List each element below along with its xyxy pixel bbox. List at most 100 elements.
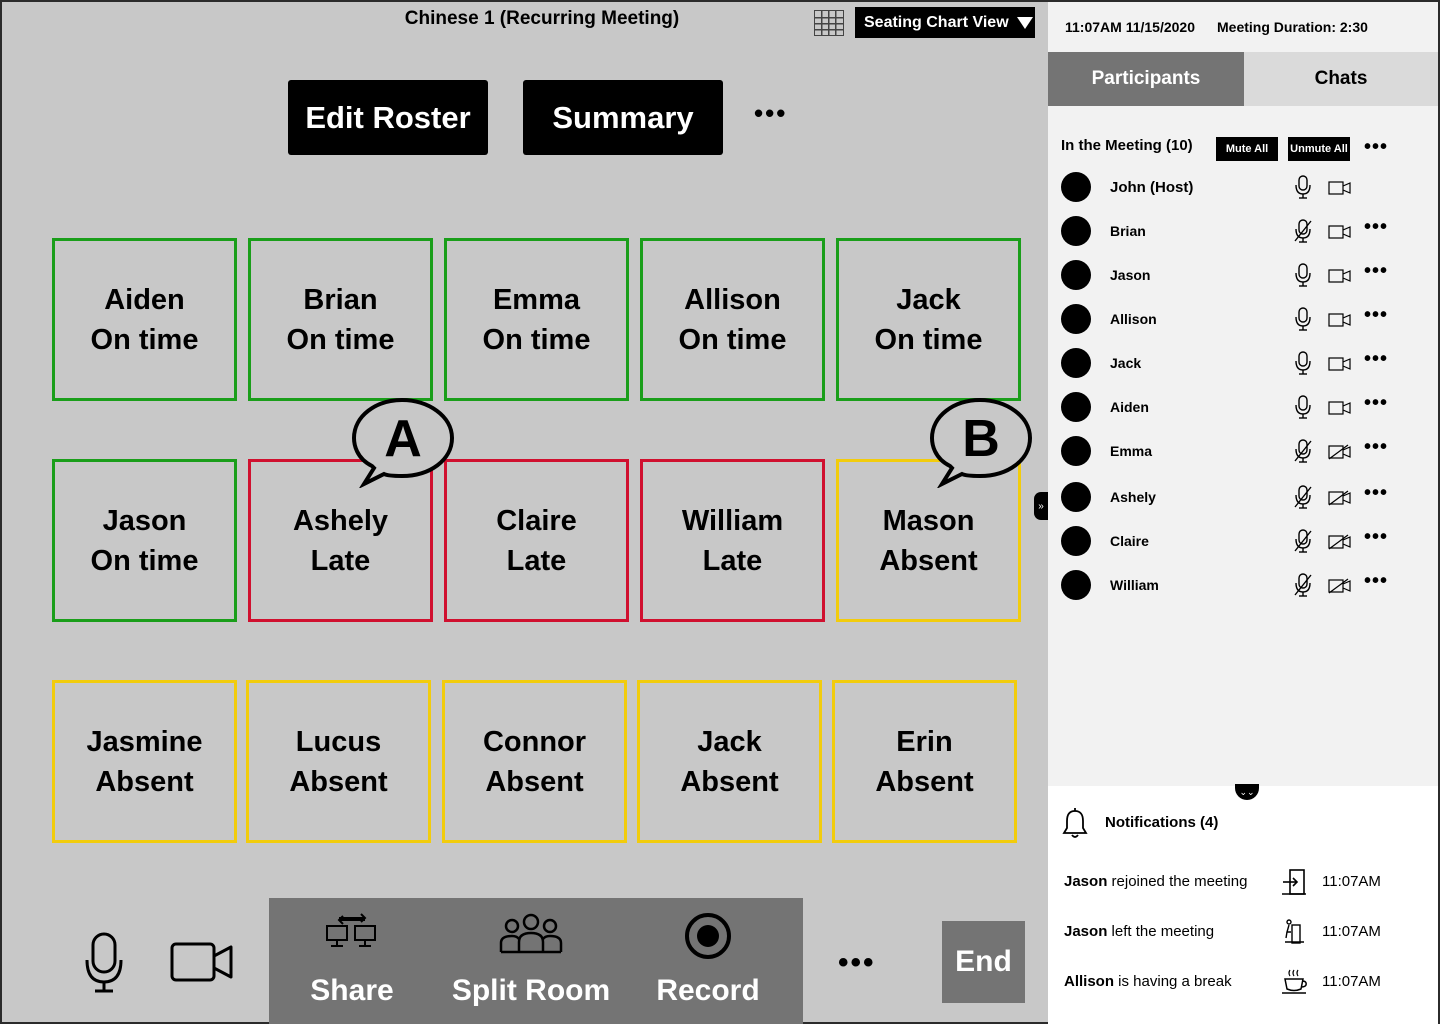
record-button[interactable]: Record [627, 898, 789, 1024]
summary-button[interactable]: Summary [523, 80, 723, 155]
camera-icon[interactable] [1328, 180, 1352, 196]
participant-row[interactable]: Jack ••• [1048, 344, 1438, 384]
seat-attendance-status: On time [874, 323, 983, 356]
seat-card[interactable]: Brian On time [248, 238, 433, 401]
participant-row[interactable]: Emma ••• [1048, 432, 1438, 472]
tab-participants[interactable]: Participants [1048, 52, 1244, 106]
seat-student-name: Allison [684, 283, 781, 316]
seat-card[interactable]: Emma On time [444, 238, 629, 401]
mic-muted-icon[interactable] [1294, 485, 1312, 509]
seat-card[interactable]: Allison On time [640, 238, 825, 401]
participant-row[interactable]: Brian ••• [1048, 212, 1438, 252]
caret-down-icon [1016, 16, 1033, 29]
mute-all-button[interactable]: Mute All [1216, 137, 1278, 161]
seat-card[interactable]: Ashely Late [248, 459, 433, 622]
mic-icon[interactable] [1294, 263, 1312, 287]
participant-name: Allison [1110, 311, 1157, 327]
seat-card[interactable]: Aiden On time [52, 238, 237, 401]
participant-row[interactable]: Jason ••• [1048, 256, 1438, 296]
group-people-icon [499, 913, 563, 954]
participant-row[interactable]: Aiden ••• [1048, 388, 1438, 428]
collapse-sidebar-button[interactable]: » [1034, 492, 1048, 520]
calendar-grid-icon[interactable] [814, 10, 844, 36]
seat-student-name: Brian [303, 283, 378, 316]
camera-icon[interactable] [1328, 400, 1352, 416]
participant-more-button[interactable]: ••• [1364, 216, 1389, 238]
edit-roster-button[interactable]: Edit Roster [288, 80, 488, 155]
participant-more-button[interactable]: ••• [1364, 260, 1389, 282]
mic-muted-icon[interactable] [1294, 529, 1312, 553]
participants-panel: In the Meeting (10) Mute All Unmute All … [1048, 106, 1438, 786]
mic-muted-icon[interactable] [1294, 573, 1312, 597]
seat-attendance-status: On time [482, 323, 591, 356]
seat-student-name: Jason [102, 504, 187, 537]
participant-name: Aiden [1110, 399, 1149, 415]
participant-row[interactable]: Ashely ••• [1048, 478, 1438, 518]
notification-who: Allison [1064, 973, 1115, 990]
seat-attendance-status: Absent [680, 765, 779, 798]
participant-more-button[interactable]: ••• [1364, 526, 1389, 548]
seat-card[interactable]: William Late [640, 459, 825, 622]
seat-card[interactable]: Lucus Absent [246, 680, 431, 843]
microphone-icon[interactable] [84, 932, 126, 994]
participant-name: William [1110, 577, 1159, 593]
participant-more-button[interactable]: ••• [1364, 570, 1389, 592]
view-select[interactable]: Seating Chart View [855, 7, 1035, 38]
notification-who: Jason [1064, 873, 1108, 890]
participant-more-button[interactable]: ••• [1364, 392, 1389, 414]
camera-icon[interactable] [1328, 312, 1352, 328]
participant-row[interactable]: Claire ••• [1048, 522, 1438, 562]
seat-card[interactable]: Jason On time [52, 459, 237, 622]
seat-card[interactable]: Mason Absent [836, 459, 1021, 622]
seat-card[interactable]: Jack Absent [637, 680, 822, 843]
mic-muted-icon[interactable] [1294, 439, 1312, 463]
participants-more-button[interactable]: ••• [1364, 136, 1389, 158]
mic-icon[interactable] [1294, 351, 1312, 375]
notification-time: 11:07AM [1322, 923, 1381, 940]
seat-attendance-status: On time [286, 323, 395, 356]
seat-student-name: William [681, 504, 784, 537]
participant-more-button[interactable]: ••• [1364, 482, 1389, 504]
participant-name: Ashely [1110, 489, 1156, 505]
seat-attendance-status: Absent [879, 544, 978, 577]
camera-off-icon[interactable] [1328, 578, 1352, 594]
unmute-all-button[interactable]: Unmute All [1288, 137, 1350, 161]
seat-card[interactable]: Erin Absent [832, 680, 1017, 843]
notifications-panel: ⌄⌄ Notifications (4) Jason rejoined the … [1048, 784, 1438, 1024]
camera-icon[interactable] [1328, 224, 1352, 240]
participant-more-button[interactable]: ••• [1364, 304, 1389, 326]
mic-icon[interactable] [1294, 395, 1312, 419]
split-room-button[interactable]: Split Room [439, 898, 623, 1024]
seat-card[interactable]: Connor Absent [442, 680, 627, 843]
seat-attendance-status: On time [90, 323, 199, 356]
participant-row[interactable]: Allison ••• [1048, 300, 1438, 340]
expand-notifications-icon[interactable]: ⌄⌄ [1235, 784, 1259, 800]
video-camera-icon[interactable] [170, 942, 234, 982]
avatar [1061, 172, 1091, 202]
mic-icon[interactable] [1294, 175, 1312, 199]
participant-more-button[interactable]: ••• [1364, 348, 1389, 370]
camera-off-icon[interactable] [1328, 444, 1352, 460]
avatar [1061, 348, 1091, 378]
seat-card[interactable]: Claire Late [444, 459, 629, 622]
more-actions-button[interactable]: ••• [754, 98, 788, 128]
annotation-bubble-a: A [352, 398, 455, 488]
toolbar-more-button[interactable]: ••• [838, 946, 876, 979]
end-meeting-button[interactable]: End [942, 921, 1025, 1003]
camera-icon[interactable] [1328, 356, 1352, 372]
seat-card[interactable]: Jack On time [836, 238, 1021, 401]
camera-off-icon[interactable] [1328, 534, 1352, 550]
tab-chats[interactable]: Chats [1244, 52, 1438, 106]
camera-icon[interactable] [1328, 268, 1352, 284]
mic-muted-icon[interactable] [1294, 219, 1312, 243]
participant-row[interactable]: William ••• [1048, 566, 1438, 606]
seat-attendance-status: Late [506, 544, 567, 577]
share-button[interactable]: Share [269, 898, 435, 1024]
camera-off-icon[interactable] [1328, 490, 1352, 506]
notification-item: Allison is having a break 11:07AM [1064, 968, 1424, 998]
participant-row[interactable]: John (Host) [1048, 168, 1438, 208]
participant-more-button[interactable]: ••• [1364, 436, 1389, 458]
mic-icon[interactable] [1294, 307, 1312, 331]
avatar [1061, 392, 1091, 422]
seat-card[interactable]: Jasmine Absent [52, 680, 237, 843]
